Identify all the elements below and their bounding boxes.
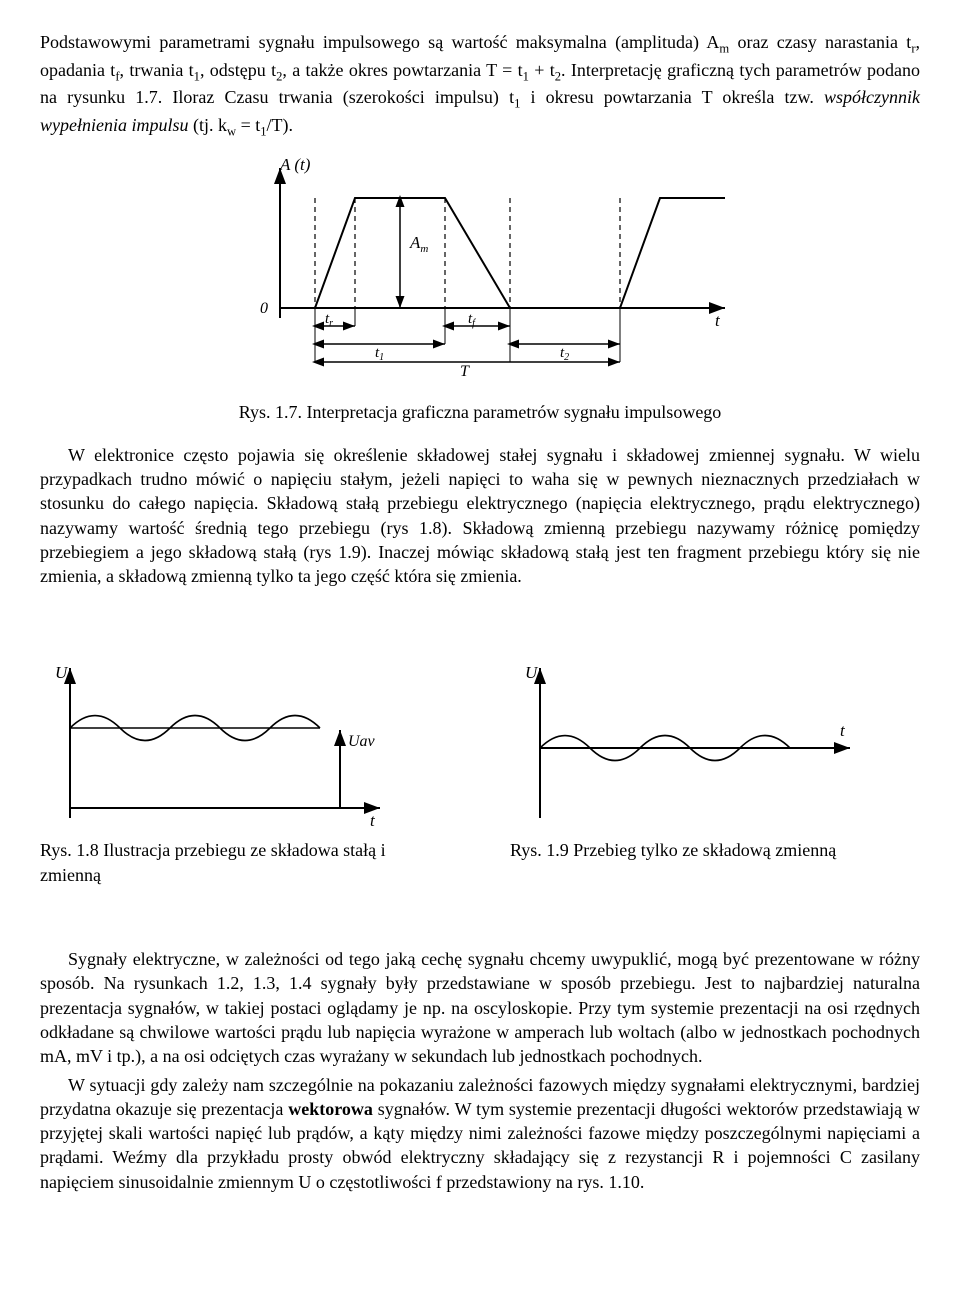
paragraph-1: Podstawowymi parametrami sygnału impulso… <box>40 30 920 140</box>
U-label-18: U <box>55 663 69 682</box>
figure-1-7: A (t) Am 0 tr tf t1 t2 T t <box>220 158 740 378</box>
Am-label: A <box>409 233 421 252</box>
text: /T). <box>267 115 294 135</box>
text: , a także okres powtarzania T = t <box>282 60 522 80</box>
tr-sub: r <box>329 318 333 329</box>
figures-captions: Rys. 1.8 Ilustracja przebiegu ze składow… <box>40 838 920 887</box>
zero-label: 0 <box>260 300 268 317</box>
document-page: Podstawowymi parametrami sygnału impulso… <box>0 0 960 1258</box>
svg-text:Am: Am <box>409 233 428 255</box>
Uav-label: Uav <box>348 733 376 750</box>
svg-text:t2: t2 <box>560 345 569 363</box>
t-axis-label: t <box>715 311 721 330</box>
svg-text:tf: tf <box>468 311 476 329</box>
axis-label-At: A (t) <box>279 158 311 174</box>
text: Podstawowymi parametrami sygnału impulso… <box>40 32 719 52</box>
svg-text:tr: tr <box>325 311 333 329</box>
text: , trwania t <box>120 60 194 80</box>
text: , odstępu t <box>200 60 276 80</box>
svg-text:t1: t1 <box>375 345 384 363</box>
U-label-19: U <box>525 663 539 682</box>
figure-1-8: U Uav t <box>40 658 450 828</box>
sub-w: w <box>227 124 236 138</box>
Am-sub: m <box>420 243 428 255</box>
figure-1-7-caption: Rys. 1.7. Interpretacja graficzna parame… <box>40 400 920 424</box>
t-label-18: t <box>370 811 376 828</box>
text: = t <box>236 115 260 135</box>
t2-sub: 2 <box>564 352 569 363</box>
figure-1-9-caption: Rys. 1.9 Przebieg tylko ze składową zmie… <box>510 838 920 887</box>
text: + t <box>529 60 555 80</box>
sub-m: m <box>719 42 729 56</box>
t-label-19: t <box>840 721 846 740</box>
tf-sub: f <box>472 318 476 329</box>
t1-sub: 1 <box>379 352 384 363</box>
text: (tj. k <box>188 115 227 135</box>
text: oraz czasy narastania t <box>729 32 911 52</box>
figure-1-9: U t <box>510 658 920 828</box>
figure-1-8-caption: Rys. 1.8 Ilustracja przebiegu ze składow… <box>40 838 450 887</box>
text: i okresu powtarzania T określa tzw. <box>520 87 824 107</box>
paragraph-2: W elektronice często pojawia się określe… <box>40 443 920 589</box>
bold-wektorowa: wektorowa <box>288 1099 373 1119</box>
paragraph-3b: W sytuacji gdy zależy nam szczególnie na… <box>40 1073 920 1194</box>
T-label: T <box>460 363 470 378</box>
paragraph-3a: Sygnały elektryczne, w zależności od teg… <box>40 947 920 1068</box>
figures-row: U Uav t U t <box>40 658 920 828</box>
